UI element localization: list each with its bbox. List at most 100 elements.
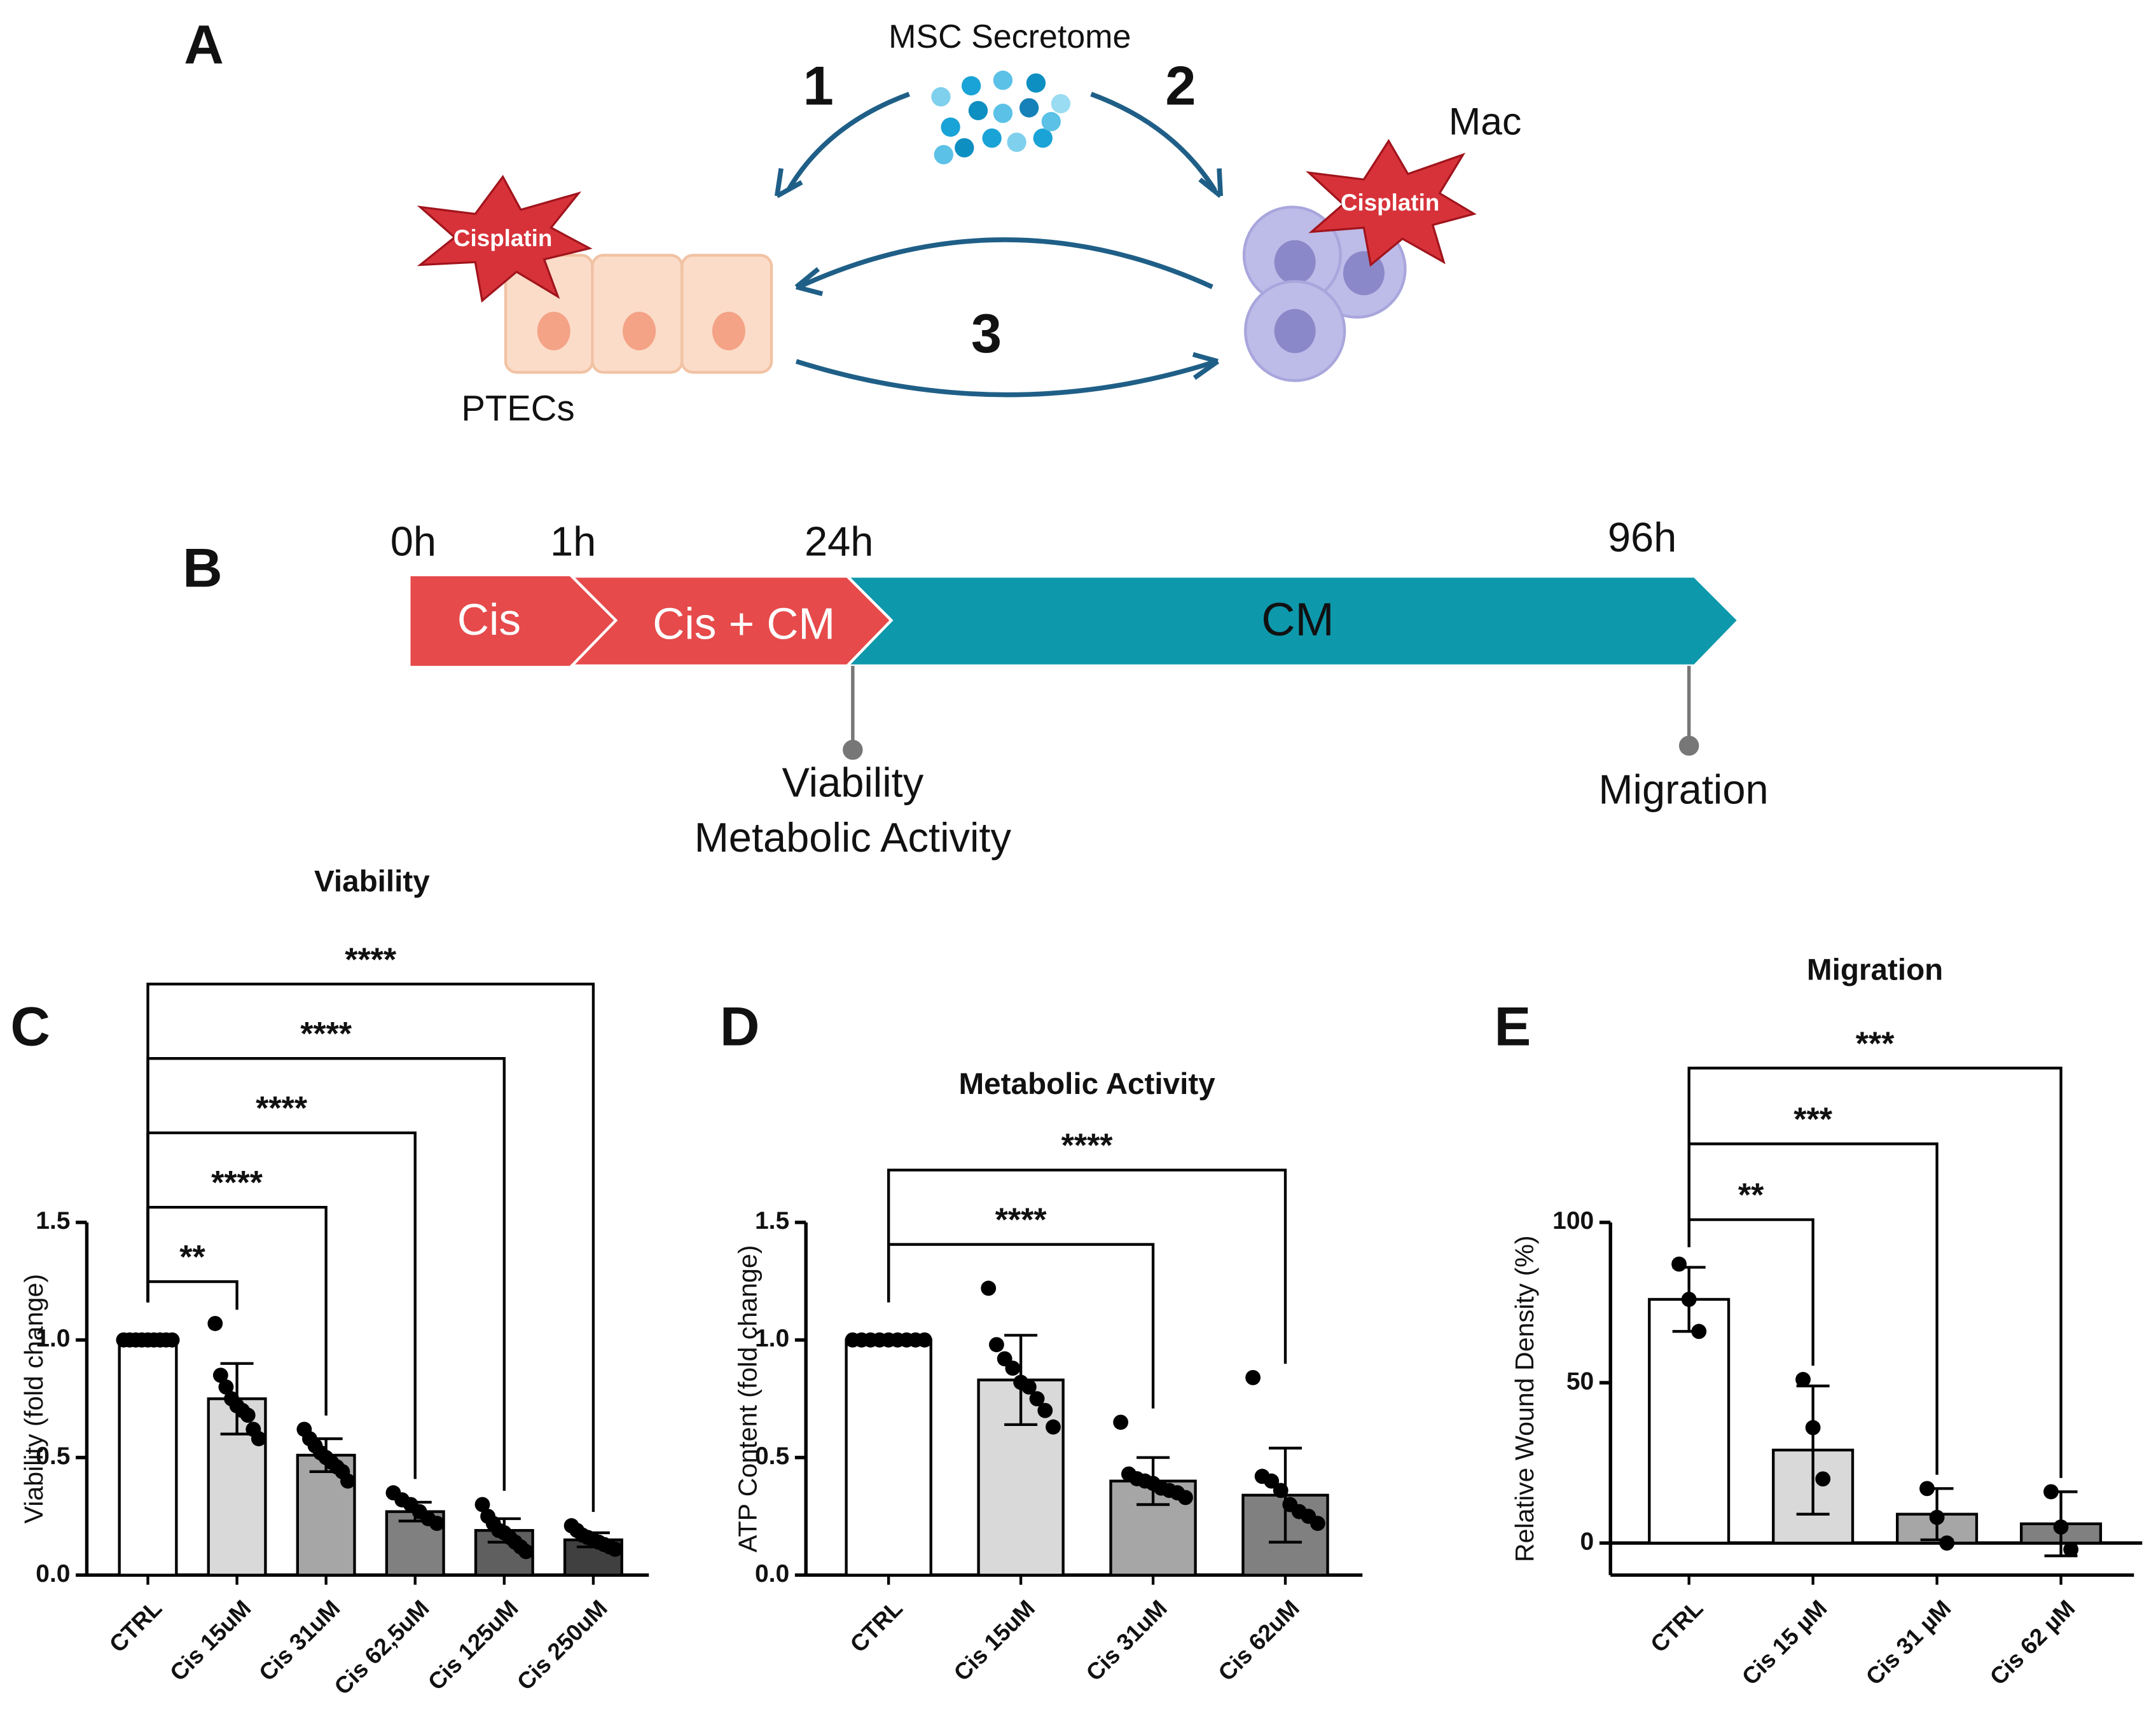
y-tick-label: 100 xyxy=(1552,1207,1594,1235)
readout-label: Viability xyxy=(782,759,923,805)
bar xyxy=(845,1338,932,1577)
data-point xyxy=(474,1497,490,1512)
y-tick-label: 0 xyxy=(1580,1528,1594,1555)
data-point xyxy=(218,1379,234,1395)
data-point xyxy=(1113,1415,1129,1430)
phase-label: Cis + CM xyxy=(653,599,835,648)
data-point xyxy=(1681,1292,1697,1307)
x-tick-label: CTRL xyxy=(104,1595,167,1657)
data-point xyxy=(1029,1391,1045,1407)
panel-label: E xyxy=(1495,997,1531,1058)
data-point xyxy=(164,1332,180,1348)
drug-label: Cisplatin xyxy=(1341,190,1439,216)
data-point xyxy=(1005,1360,1021,1376)
data-point xyxy=(1309,1516,1325,1532)
panel-label: D xyxy=(720,997,760,1058)
secretome-label: MSC Secretome xyxy=(888,18,1131,55)
significance-bracket xyxy=(146,1131,417,1479)
significance-label: **** xyxy=(300,1016,352,1053)
arrows xyxy=(774,92,1223,398)
data-point xyxy=(1795,1372,1811,1387)
bar-chart: E Migration Relative Wound Density (%) 0 50 1… xyxy=(1495,953,2143,1690)
data-point xyxy=(518,1544,534,1560)
panel-a: A MSC Secretome 1 2 3 Cisplatin PTECs xyxy=(184,14,1521,428)
time-label: 24h xyxy=(805,518,873,564)
data-point xyxy=(240,1408,256,1423)
data-point xyxy=(429,1516,445,1532)
x-tick-label: Cis 62uM xyxy=(1213,1595,1304,1686)
y-tick-label: 1.5 xyxy=(36,1207,70,1235)
macrophage-label: Mac xyxy=(1449,100,1522,143)
data-point xyxy=(981,1280,997,1296)
significance-label: ** xyxy=(1738,1177,1764,1214)
x-tick-label: Cis 62,5uM xyxy=(329,1595,434,1700)
y-tick-label: 0.0 xyxy=(36,1560,70,1588)
chart-title: Viability xyxy=(314,865,430,899)
phase-label: Cis xyxy=(457,595,521,644)
data-point xyxy=(1671,1256,1687,1272)
significance-label: *** xyxy=(1856,1025,1895,1062)
data-point xyxy=(1037,1402,1053,1418)
data-point xyxy=(1939,1535,1955,1551)
x-tick-label: Cis 125uM xyxy=(423,1595,523,1696)
x-tick-label: Cis 250uM xyxy=(512,1595,612,1696)
chart-title: Migration xyxy=(1807,953,1943,986)
bar-chart: C Viability Viability (fold change) 0.0 0.5 1… xyxy=(10,865,649,1700)
data-point xyxy=(1021,1379,1037,1395)
significance-label: **** xyxy=(211,1165,263,1201)
significance-bracket xyxy=(146,983,595,1512)
time-label: 96h xyxy=(1608,514,1676,560)
significance-label: **** xyxy=(1061,1128,1114,1165)
data-point xyxy=(1929,1509,1945,1525)
x-tick-label: Cis 62 µM xyxy=(1985,1595,2080,1691)
x-tick-label: Cis 31 µM xyxy=(1861,1595,1956,1691)
y-tick-label: 0.0 xyxy=(755,1560,789,1588)
cisplatin-burst xyxy=(1305,139,1477,267)
significance-bracket xyxy=(1687,1067,2063,1478)
significance-bracket xyxy=(887,1168,1287,1364)
data-point xyxy=(1046,1419,1061,1435)
time-label: 1h xyxy=(550,518,596,564)
data-point xyxy=(340,1473,356,1489)
data-point xyxy=(212,1367,228,1383)
significance-label: **** xyxy=(345,941,397,978)
data-point xyxy=(251,1431,266,1446)
readout-label: Migration xyxy=(1598,766,1768,812)
data-point xyxy=(1691,1324,1707,1339)
y-axis-label: ATP Content (fold change) xyxy=(733,1245,762,1553)
data-point xyxy=(2043,1484,2059,1500)
data-point xyxy=(1919,1481,1935,1497)
y-tick-label: 0.5 xyxy=(755,1443,789,1470)
y-tick-label: 1.5 xyxy=(755,1207,789,1235)
data-point xyxy=(607,1541,623,1557)
panel-label: B xyxy=(183,537,223,599)
significance-label: ** xyxy=(179,1239,205,1276)
data-point xyxy=(1815,1471,1831,1487)
x-tick-label: CTRL xyxy=(1645,1595,1708,1657)
significance-label: **** xyxy=(995,1202,1047,1239)
x-tick-label: Cis 31uM xyxy=(1081,1595,1172,1686)
drug-label: Cisplatin xyxy=(453,225,552,251)
chart-title: Metabolic Activity xyxy=(958,1067,1215,1101)
readout-label: Metabolic Activity xyxy=(694,814,1012,861)
ptec-cells xyxy=(504,254,773,374)
time-label: 0h xyxy=(390,518,436,564)
panel-b: B 0h 1h 24h 96h Cis Cis + CM CM Viabilit… xyxy=(183,514,1768,861)
significance-label: *** xyxy=(1793,1102,1832,1138)
data-point xyxy=(1264,1473,1280,1489)
data-point xyxy=(207,1315,223,1331)
data-point xyxy=(2053,1519,2069,1535)
data-point xyxy=(1178,1490,1193,1505)
data-point xyxy=(1273,1483,1289,1498)
x-tick-label: Cis 15 µM xyxy=(1737,1595,1832,1691)
panel-label: C xyxy=(10,997,50,1058)
timeline-phase xyxy=(843,574,1741,667)
y-tick-label: 1.0 xyxy=(36,1325,70,1352)
x-tick-label: Cis 31uM xyxy=(254,1595,345,1686)
bar-chart: D Metabolic Activity ATP Content (fold cha… xyxy=(720,997,1363,1686)
data-point xyxy=(1245,1370,1261,1385)
cisplatin-burst xyxy=(417,174,593,303)
significance-bracket xyxy=(146,1280,238,1310)
y-tick-label: 0.5 xyxy=(36,1443,70,1470)
bar xyxy=(1648,1297,1731,1545)
